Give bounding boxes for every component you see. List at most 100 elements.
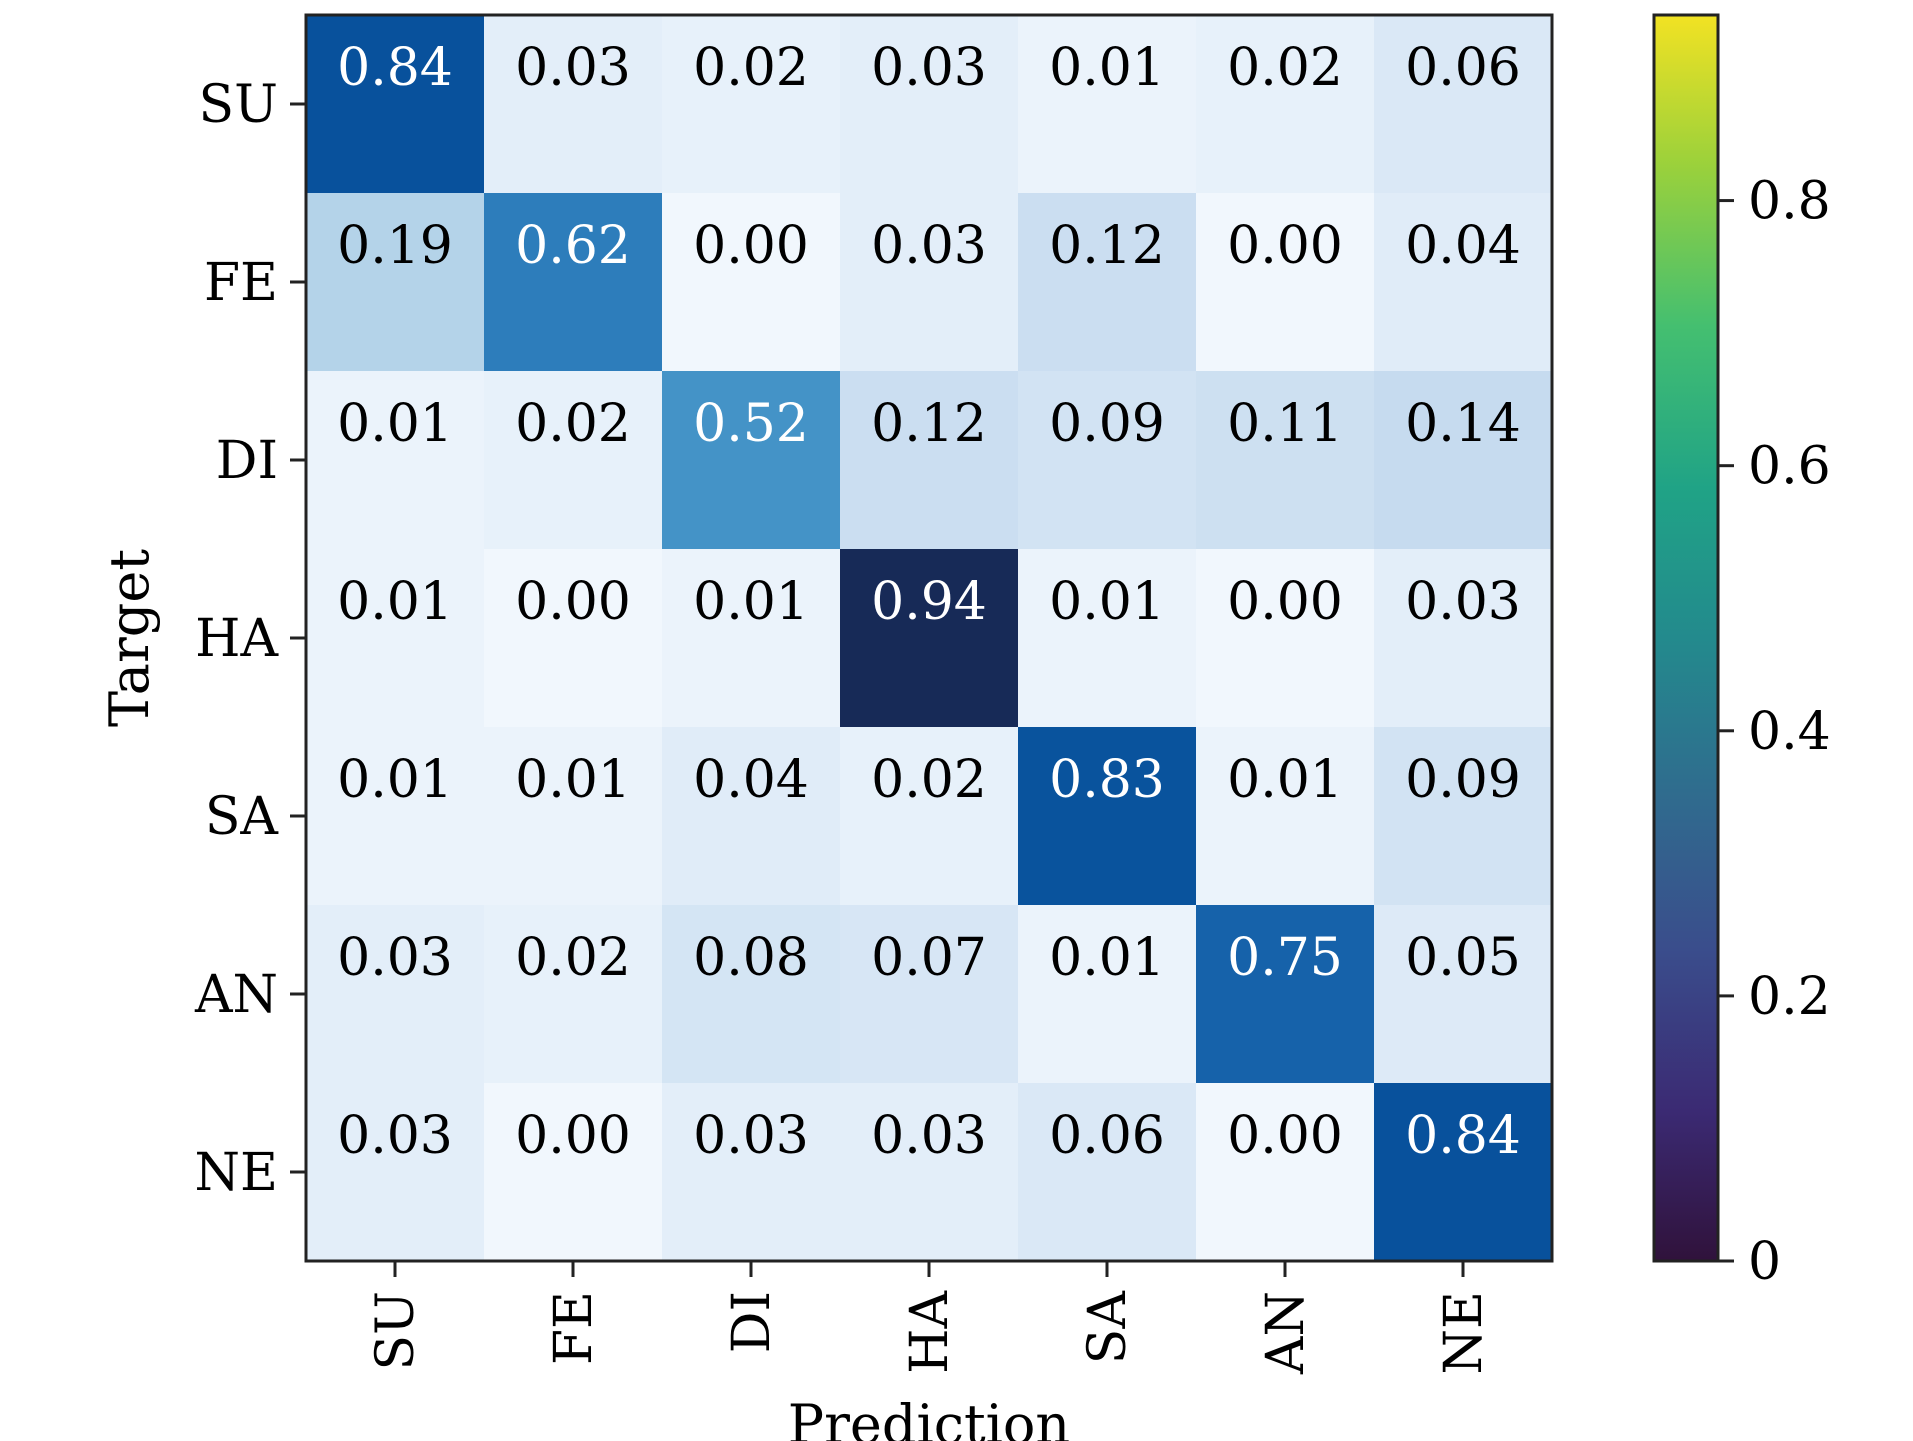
cell-value-label: 0.02 <box>515 928 631 988</box>
y-tick-label: AN <box>194 965 278 1025</box>
heatmap-cell <box>484 15 663 194</box>
cell-value-label: 0.62 <box>515 216 631 276</box>
x-axis-label: Prediction <box>788 1393 1070 1441</box>
heatmap-cell <box>306 193 485 372</box>
heatmap-cell <box>662 15 841 194</box>
cell-value-label: 0.06 <box>1049 1106 1165 1166</box>
x-tick-label: NE <box>1434 1291 1494 1374</box>
heatmap-cell <box>662 193 841 372</box>
heatmap-cell <box>484 371 663 550</box>
cell-value-label: 0.75 <box>1227 928 1343 988</box>
cell-value-label: 0.01 <box>1049 928 1165 988</box>
heatmap-cell <box>1196 905 1375 1084</box>
cell-value-label: 0.84 <box>337 38 453 98</box>
cell-value-label: 0.03 <box>693 1106 809 1166</box>
cell-value-label: 0.09 <box>1405 750 1521 810</box>
x-tick-label: SA <box>1078 1290 1138 1365</box>
cell-value-label: 0.05 <box>1405 928 1521 988</box>
heatmap-cell <box>1196 549 1375 728</box>
cell-value-label: 0.02 <box>693 38 809 98</box>
heatmap-cell <box>1374 371 1553 550</box>
cell-value-label: 0.11 <box>1227 394 1343 454</box>
colorbar-tick-label: 0.8 <box>1748 172 1831 232</box>
cell-value-label: 0.00 <box>1227 216 1343 276</box>
cell-value-label: 0.01 <box>515 750 631 810</box>
heatmap-cell <box>840 15 1019 194</box>
heatmap-cell <box>306 371 485 550</box>
y-tick-label: NE <box>195 1143 278 1203</box>
heatmap-cell <box>662 727 841 906</box>
heatmap-cell <box>1196 727 1375 906</box>
heatmap-cell <box>1018 727 1197 906</box>
y-tick-label: SA <box>205 787 280 847</box>
heatmap-cell <box>1196 1083 1375 1262</box>
cell-value-label: 0.00 <box>515 1106 631 1166</box>
colorbar <box>1652 13 1720 1263</box>
heatmap-cell <box>840 905 1019 1084</box>
cell-value-label: 0.00 <box>515 572 631 632</box>
heatmap-cell <box>662 371 841 550</box>
x-tick-label: HA <box>900 1290 960 1374</box>
colorbar-tick-label: 0 <box>1748 1232 1781 1292</box>
cell-value-label: 0.19 <box>337 216 453 276</box>
cell-value-label: 0.01 <box>693 572 809 632</box>
x-axis-ticks: SU FE DI HA SA AN NE <box>366 1261 1494 1375</box>
heatmap-cell <box>840 727 1019 906</box>
heatmap-cell <box>306 15 485 194</box>
cell-value-label: 0.01 <box>1049 572 1165 632</box>
cell-value-label: 0.02 <box>515 394 631 454</box>
y-tick-label: SU <box>199 75 278 135</box>
heatmap-cell <box>306 1083 485 1262</box>
cell-value-label: 0.04 <box>693 750 809 810</box>
heatmap-cell <box>1018 193 1197 372</box>
x-tick-label: SU <box>366 1291 426 1370</box>
heatmap-cell <box>1374 1083 1553 1262</box>
y-tick-label: DI <box>216 431 278 491</box>
heatmap-cell <box>1374 727 1553 906</box>
y-axis-ticks: SU FE DI HA SA AN NE <box>194 75 306 1203</box>
heatmap-cell <box>840 371 1019 550</box>
cell-value-label: 0.14 <box>1405 394 1521 454</box>
heatmap-cell <box>840 549 1019 728</box>
colorbar-ticks: 0 0.2 0.4 0.6 0.8 <box>1718 172 1831 1292</box>
cell-value-label: 0.03 <box>1405 572 1521 632</box>
cell-value-label: 0.83 <box>1049 750 1165 810</box>
cell-value-label: 0.04 <box>1405 216 1521 276</box>
colorbar-tick-label: 0.4 <box>1748 702 1831 762</box>
colorbar-tick-label: 0.2 <box>1748 967 1831 1027</box>
cell-value-label: 0.01 <box>337 572 453 632</box>
cell-value-label: 0.03 <box>871 216 987 276</box>
y-axis-label: Target <box>98 549 161 727</box>
cell-value-label: 0.00 <box>1227 572 1343 632</box>
heatmap-cell <box>1374 193 1553 372</box>
heatmap-cell <box>662 549 841 728</box>
heatmap-cell <box>1196 193 1375 372</box>
cell-value-label: 0.12 <box>871 394 987 454</box>
cell-value-label: 0.02 <box>871 750 987 810</box>
heatmap-cell <box>306 549 485 728</box>
colorbar-tick-label: 0.6 <box>1748 437 1831 497</box>
cell-value-label: 0.12 <box>1049 216 1165 276</box>
heatmap-cell <box>1196 15 1375 194</box>
cell-value-label: 0.03 <box>337 928 453 988</box>
heatmap-cells <box>306 15 1553 1262</box>
x-tick-label: AN <box>1256 1291 1316 1375</box>
heatmap-cell <box>484 727 663 906</box>
cell-value-label: 0.01 <box>337 750 453 810</box>
cell-value-label: 0.03 <box>337 1106 453 1166</box>
heatmap-cell <box>1374 549 1553 728</box>
heatmap-cell <box>1018 1083 1197 1262</box>
cell-value-label: 0.00 <box>693 216 809 276</box>
cell-value-label: 0.01 <box>337 394 453 454</box>
heatmap-cell <box>306 905 485 1084</box>
cell-value-label: 0.03 <box>871 1106 987 1166</box>
cell-value-label: 0.94 <box>871 572 987 632</box>
y-tick-label: FE <box>204 253 278 313</box>
heatmap-cell <box>484 1083 663 1262</box>
x-tick-label: FE <box>544 1291 604 1365</box>
heatmap-cell <box>840 193 1019 372</box>
cell-value-label: 0.08 <box>693 928 809 988</box>
heatmap-cell <box>662 905 841 1084</box>
cell-value-label: 0.52 <box>693 394 809 454</box>
